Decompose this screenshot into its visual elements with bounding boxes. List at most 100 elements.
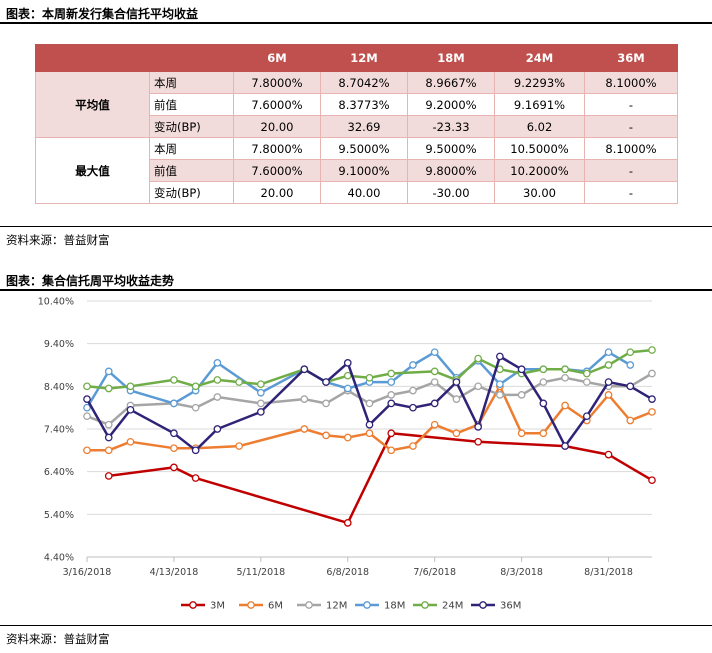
data-point xyxy=(83,403,91,412)
data-point xyxy=(300,365,309,374)
data-point xyxy=(626,416,635,425)
data-point xyxy=(256,408,265,416)
x-tick-label: 3/16/2018 xyxy=(63,567,112,578)
x-tick-label: 5/11/2018 xyxy=(236,567,285,578)
data-point xyxy=(104,446,113,455)
data-point xyxy=(626,348,635,357)
y-tick-label: 10.40% xyxy=(38,297,74,308)
data-point xyxy=(517,429,526,438)
data-point xyxy=(387,399,396,408)
data-point xyxy=(387,446,396,455)
table-row: 平均值 本周 7.8000% 8.7042% 8.9667% 9.2293% 8… xyxy=(35,71,678,138)
data-point xyxy=(170,399,178,408)
legend-label: 12M xyxy=(326,601,347,612)
legend-marker xyxy=(189,601,197,609)
table-cell: 7.8000% xyxy=(233,71,321,94)
series-lines xyxy=(83,346,656,527)
data-point xyxy=(582,378,591,386)
table-cell: 9.8000% xyxy=(407,159,495,182)
data-point xyxy=(539,399,548,408)
data-point xyxy=(126,382,135,391)
data-point xyxy=(452,429,461,438)
data-point xyxy=(104,384,113,393)
data-point xyxy=(648,476,656,485)
data-point xyxy=(343,384,352,393)
table-cell: 20.00 xyxy=(233,181,321,204)
table-cell: 20.00 xyxy=(233,115,321,138)
legend-marker xyxy=(479,601,487,609)
table-cell: 30.00 xyxy=(494,181,585,204)
data-point xyxy=(430,378,439,386)
data-point xyxy=(430,399,439,408)
chart-source-rule xyxy=(0,625,712,626)
series-24M xyxy=(83,346,656,393)
data-point xyxy=(300,425,309,433)
data-point xyxy=(256,388,265,397)
data-point xyxy=(582,412,591,421)
data-point xyxy=(126,437,135,446)
data-point xyxy=(83,382,91,391)
table-cell: 8.9667% xyxy=(407,71,495,94)
table-source: 资料来源：普益财富 xyxy=(6,233,110,247)
data-point xyxy=(409,442,417,450)
legend-label: 3M xyxy=(210,601,225,612)
chart-legend: 3M 6M 12M 18M 24M 36M xyxy=(181,601,521,612)
data-point xyxy=(83,412,91,421)
table-cell: 9.5000% xyxy=(407,137,495,160)
data-point xyxy=(474,437,483,446)
data-point xyxy=(496,352,504,361)
series-3M xyxy=(104,429,656,527)
title-rule xyxy=(0,22,712,24)
y-tick-label: 5.40% xyxy=(44,510,74,521)
data-point xyxy=(517,391,526,399)
header-cell xyxy=(149,44,234,72)
row-label: 变动(BP) xyxy=(149,115,234,138)
data-point xyxy=(365,373,374,382)
y-tick-label: 9.40% xyxy=(44,339,74,350)
table-cell: 10.2000% xyxy=(494,159,585,182)
data-point xyxy=(343,371,352,380)
table-cell: 6.02 xyxy=(494,115,585,138)
data-point xyxy=(126,405,135,414)
table-cell: 9.5000% xyxy=(320,137,408,160)
table-row: 变动(BP) 20.00 40.00 -30.00 30.00 - xyxy=(36,181,678,204)
table-cell: 9.2000% xyxy=(407,93,495,116)
data-point xyxy=(604,378,613,386)
data-point xyxy=(365,429,374,438)
row-label: 前值 xyxy=(149,159,234,182)
legend-item: 6M xyxy=(239,601,283,612)
legend-label: 36M xyxy=(500,601,521,612)
series-36M xyxy=(83,352,656,455)
data-point xyxy=(343,433,352,442)
table-row: 最大值 本周 7.8000% 9.5000% 9.5000% 10.5000% … xyxy=(35,137,678,204)
row-label: 变动(BP) xyxy=(149,181,234,204)
data-point xyxy=(648,346,656,354)
table-row: 变动(BP) 20.00 32.69 -23.33 6.02 - xyxy=(36,115,678,138)
data-point xyxy=(539,429,548,438)
table-cell: 7.6000% xyxy=(233,159,321,182)
data-point xyxy=(83,446,91,455)
data-point xyxy=(474,423,483,431)
series-6M xyxy=(83,382,656,455)
data-point xyxy=(387,429,396,438)
table-row: 前值 7.6000% 8.3773% 9.2000% 9.1691% - xyxy=(36,93,678,116)
header-cell: 36M xyxy=(584,44,678,72)
series-12M xyxy=(83,369,656,429)
data-point xyxy=(104,433,113,442)
row-label: 本周 xyxy=(149,71,234,94)
data-point xyxy=(452,395,461,403)
data-point xyxy=(648,395,656,403)
data-point xyxy=(561,365,569,374)
legend-item: 12M xyxy=(297,601,347,612)
data-point xyxy=(322,399,330,408)
data-point xyxy=(474,382,483,391)
legend-marker xyxy=(247,601,255,609)
data-point xyxy=(496,391,504,399)
data-point xyxy=(170,444,178,453)
group-label-average: 平均值 xyxy=(35,71,150,138)
legend-item: 24M xyxy=(413,601,463,612)
table-cell: -30.00 xyxy=(407,181,495,204)
legend-marker xyxy=(363,601,371,609)
data-point xyxy=(496,380,504,389)
table-cell: 8.7042% xyxy=(320,71,408,94)
